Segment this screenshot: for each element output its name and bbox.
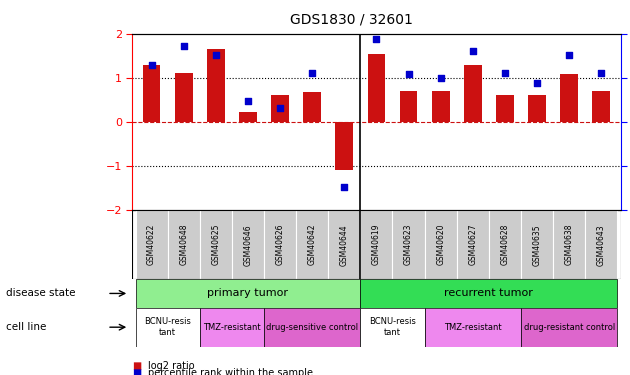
Text: GSM40628: GSM40628: [500, 224, 510, 266]
Bar: [521, 308, 617, 347]
Text: recurrent tumor: recurrent tumor: [444, 288, 533, 298]
Bar: [264, 308, 360, 347]
Point: [371, 36, 381, 42]
Text: GSM40644: GSM40644: [340, 224, 349, 266]
Text: primary tumor: primary tumor: [207, 288, 289, 298]
Text: BCNU-resis
tant: BCNU-resis tant: [369, 318, 416, 337]
Bar: [335, 122, 353, 170]
Bar: [296, 210, 328, 279]
Point: [340, 184, 350, 190]
Bar: [232, 210, 264, 279]
Text: TMZ-resistant: TMZ-resistant: [203, 322, 261, 332]
Bar: [425, 210, 457, 279]
Bar: [367, 54, 386, 122]
Point: [211, 52, 221, 58]
Bar: [175, 74, 193, 122]
Text: GSM40642: GSM40642: [307, 224, 317, 266]
Text: GSM40626: GSM40626: [275, 224, 285, 266]
Bar: [464, 66, 481, 122]
Point: [179, 43, 189, 49]
Bar: [272, 94, 289, 122]
Text: disease state: disease state: [6, 288, 76, 298]
Text: log2 ratio: log2 ratio: [148, 361, 195, 370]
Bar: [360, 210, 392, 279]
Bar: [592, 91, 610, 122]
Text: ■: ■: [132, 361, 142, 370]
Text: GSM40622: GSM40622: [147, 224, 156, 266]
Bar: [168, 210, 200, 279]
Bar: [207, 49, 225, 122]
Bar: [585, 210, 617, 279]
Bar: [135, 308, 200, 347]
Text: drug-sensitive control: drug-sensitive control: [266, 322, 358, 332]
Text: GSM40635: GSM40635: [532, 224, 542, 266]
Text: GSM40638: GSM40638: [564, 224, 574, 266]
Bar: [143, 66, 161, 122]
Text: GSM40646: GSM40646: [243, 224, 253, 266]
Text: percentile rank within the sample: percentile rank within the sample: [148, 368, 313, 375]
Bar: [553, 210, 585, 279]
Bar: [560, 74, 578, 122]
Text: GDS1830 / 32601: GDS1830 / 32601: [290, 12, 413, 26]
Text: drug-resistant control: drug-resistant control: [524, 322, 615, 332]
Point: [403, 71, 413, 77]
Text: GSM40623: GSM40623: [404, 224, 413, 266]
Bar: [304, 92, 321, 122]
Bar: [489, 210, 521, 279]
Text: TMZ-resistant: TMZ-resistant: [444, 322, 501, 332]
Text: ■: ■: [132, 368, 142, 375]
Bar: [264, 210, 296, 279]
Bar: [457, 210, 489, 279]
Point: [467, 48, 478, 54]
Bar: [328, 210, 360, 279]
Point: [532, 80, 542, 86]
Point: [147, 63, 157, 69]
Text: GSM40643: GSM40643: [597, 224, 606, 266]
Bar: [392, 210, 425, 279]
Bar: [135, 210, 168, 279]
Point: [275, 105, 285, 111]
Bar: [239, 112, 257, 122]
Bar: [200, 308, 264, 347]
Text: BCNU-resis
tant: BCNU-resis tant: [144, 318, 191, 337]
Text: GSM40627: GSM40627: [468, 224, 478, 266]
Text: GSM40620: GSM40620: [436, 224, 445, 266]
Point: [564, 52, 574, 58]
Point: [500, 69, 510, 75]
Point: [307, 69, 318, 75]
Text: cell line: cell line: [6, 322, 47, 332]
Point: [435, 75, 445, 81]
Bar: [360, 279, 617, 308]
Bar: [432, 91, 449, 122]
Bar: [521, 210, 553, 279]
Bar: [399, 91, 418, 122]
Point: [596, 69, 606, 75]
Bar: [496, 96, 513, 122]
Bar: [135, 279, 360, 308]
Point: [243, 98, 253, 104]
Bar: [200, 210, 232, 279]
Bar: [360, 308, 425, 347]
Bar: [425, 308, 521, 347]
Text: GSM40625: GSM40625: [211, 224, 220, 266]
Text: GSM40619: GSM40619: [372, 224, 381, 266]
Bar: [528, 96, 546, 122]
Text: GSM40648: GSM40648: [179, 224, 188, 266]
